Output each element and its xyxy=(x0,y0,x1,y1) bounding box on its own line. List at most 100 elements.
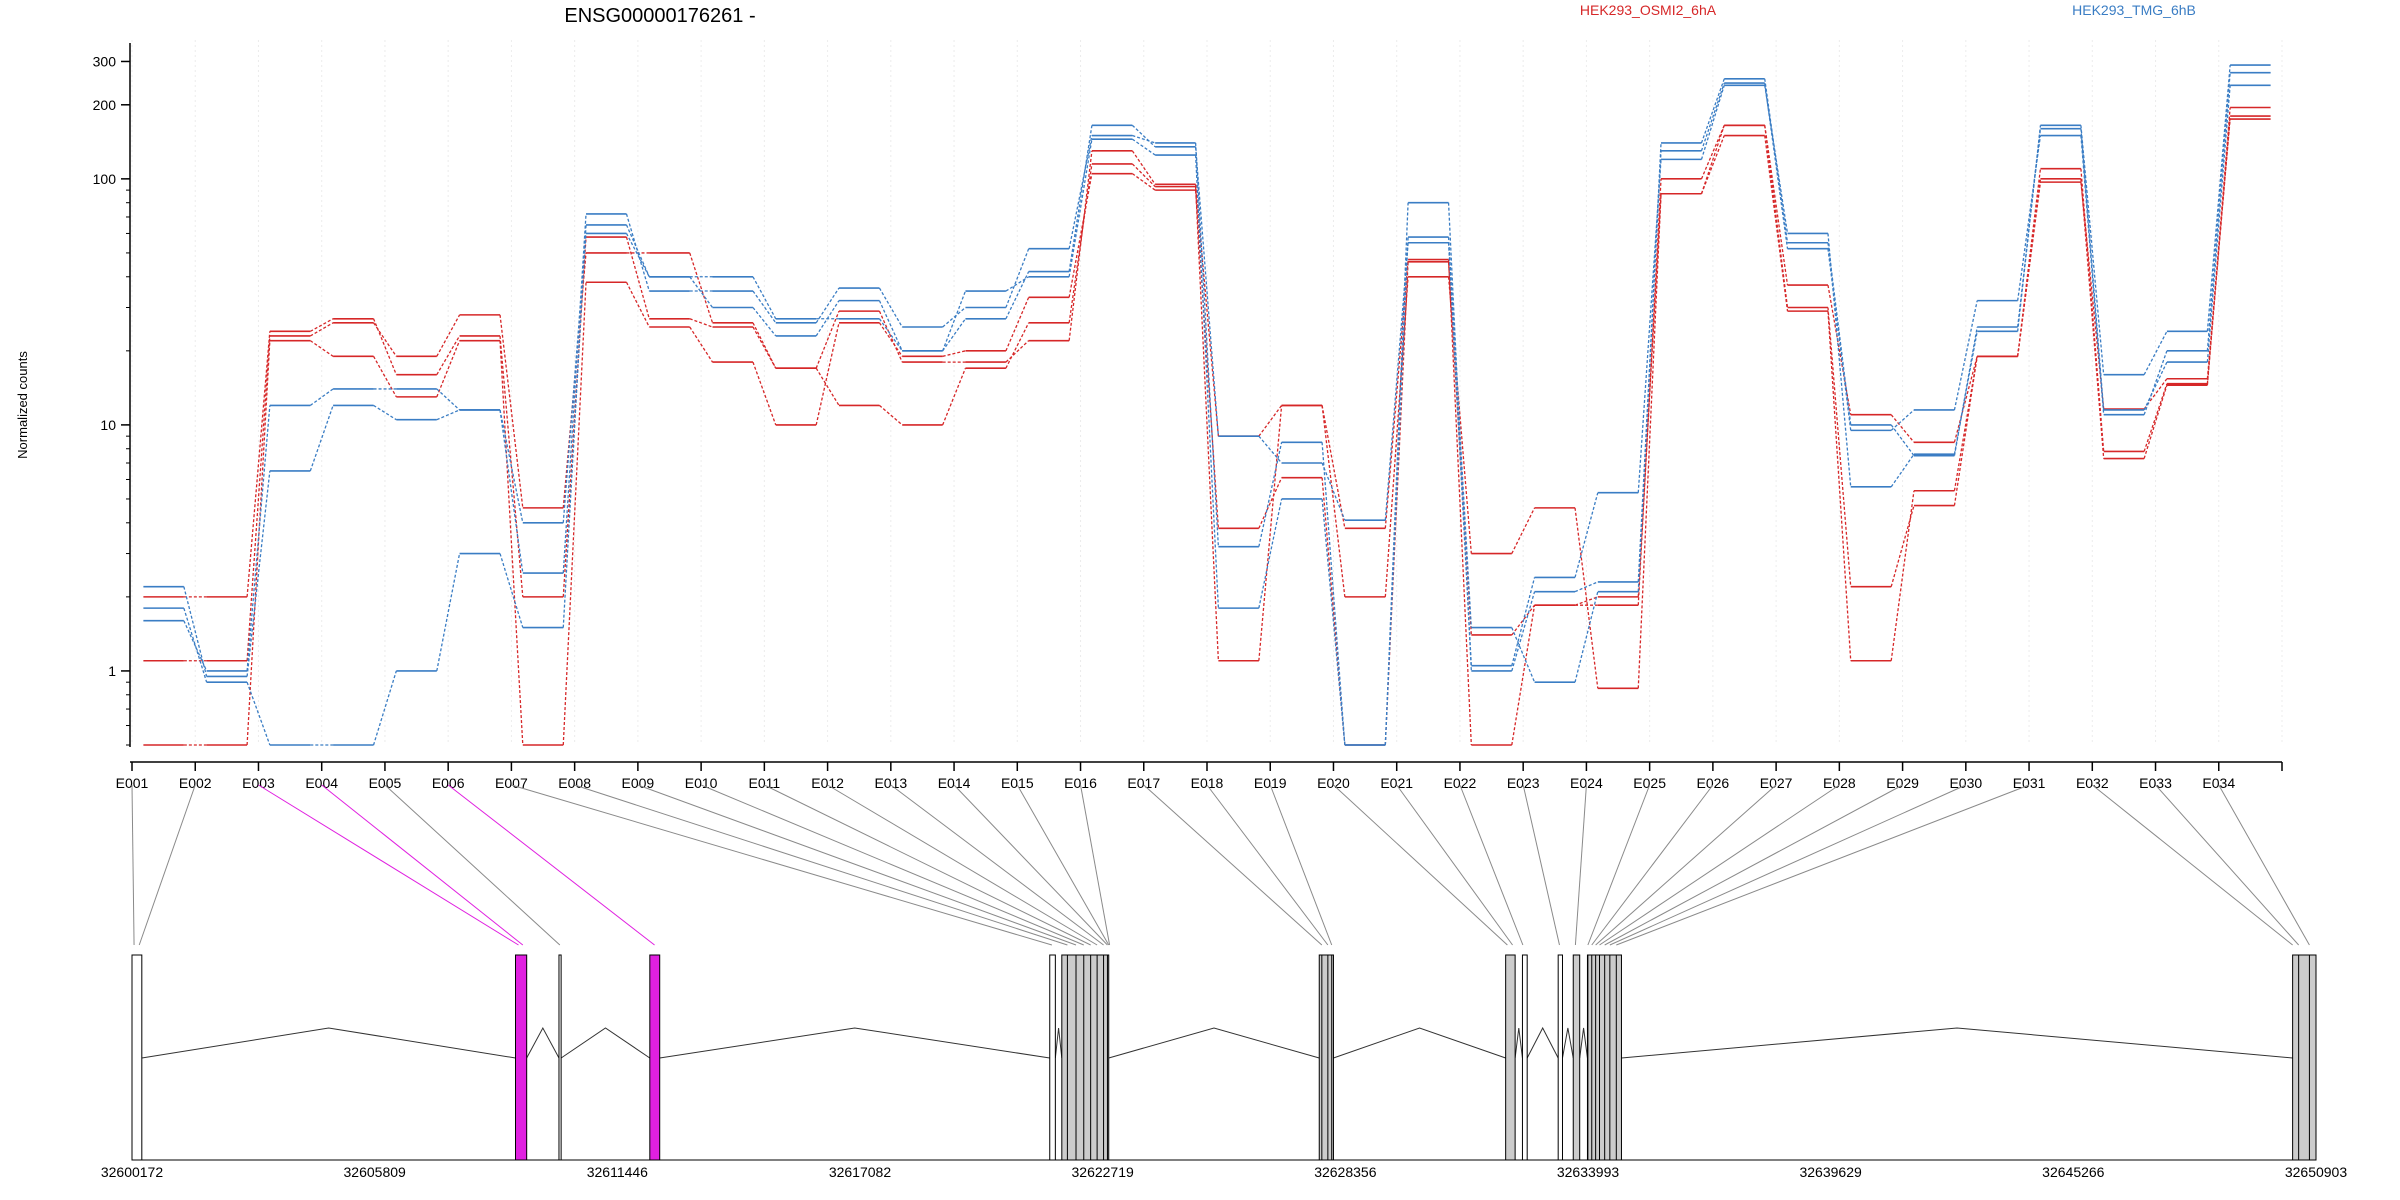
data-connector xyxy=(2017,135,2042,301)
data-connector xyxy=(2080,178,2105,459)
data-connector xyxy=(1890,414,1915,443)
connector-e021 xyxy=(1396,784,1513,946)
x-tick-label-e015: E015 xyxy=(1001,775,1034,791)
intron xyxy=(1561,1027,1574,1059)
data-connector xyxy=(752,326,777,369)
intron xyxy=(560,1027,651,1059)
genomic-coordinate-label: 32605809 xyxy=(344,1164,407,1180)
data-connector xyxy=(752,276,777,320)
connector-e012 xyxy=(827,784,1098,946)
connector-e018 xyxy=(1206,784,1329,946)
data-connector xyxy=(1953,326,1978,456)
intron xyxy=(1333,1027,1506,1059)
exon-connectors xyxy=(131,784,2310,946)
data-connector xyxy=(183,586,208,677)
x-tick-label-e024: E024 xyxy=(1570,775,1603,791)
data-connector xyxy=(1194,154,1220,609)
connector-e034 xyxy=(2218,784,2310,946)
data-connector xyxy=(942,367,967,426)
data-connector xyxy=(1132,134,1156,144)
data-connector xyxy=(878,300,903,352)
data-connector xyxy=(1953,356,1978,506)
data-connector xyxy=(436,340,461,398)
data-connector xyxy=(689,326,714,363)
genomic-coordinate-label: 32633993 xyxy=(1557,1164,1620,1180)
data-connector xyxy=(1005,248,1030,308)
data-connector xyxy=(1574,507,1599,689)
x-tick-label-e031: E031 xyxy=(2013,775,2046,791)
data-connector xyxy=(246,681,271,746)
connector-e031 xyxy=(1616,784,2030,946)
x-tick-label-e020: E020 xyxy=(1317,775,1350,791)
data-connector xyxy=(2080,125,2105,375)
series-5 xyxy=(143,78,2271,746)
data-connector xyxy=(2143,383,2168,452)
data-connector xyxy=(1321,498,1346,746)
data-connector xyxy=(815,310,840,369)
y-tick-label: 1 xyxy=(108,663,116,679)
series-6 xyxy=(143,71,2271,746)
connector-e024 xyxy=(1574,784,1587,946)
data-connector xyxy=(1005,271,1030,320)
data-connector xyxy=(2080,135,2105,415)
x-tick-label-e027: E027 xyxy=(1760,775,1793,791)
data-connector xyxy=(1258,405,1283,437)
connector-e023 xyxy=(1522,784,1560,946)
x-tick-label-e026: E026 xyxy=(1697,775,1730,791)
data-connector xyxy=(499,340,524,746)
genomic-coordinate-label: 32645266 xyxy=(2042,1164,2105,1180)
y-tick-label: 300 xyxy=(93,53,117,69)
data-connector xyxy=(1321,462,1346,521)
connector-e027 xyxy=(1595,784,1777,946)
data-connector xyxy=(689,318,713,328)
data-connector xyxy=(1194,190,1220,529)
connector-e001 xyxy=(131,784,135,946)
intron xyxy=(1054,1027,1063,1059)
data-connector xyxy=(752,290,777,324)
series-2 xyxy=(143,106,2271,746)
data-connector xyxy=(1637,150,1662,582)
data-connector xyxy=(1890,424,1915,457)
connector-e002 xyxy=(138,784,196,946)
data-connector xyxy=(436,314,461,357)
data-connector xyxy=(2017,182,2042,357)
x-tick-label-e022: E022 xyxy=(1444,775,1477,791)
data-connector xyxy=(625,281,650,328)
data-connector xyxy=(1384,202,1409,746)
x-tick-label-e017: E017 xyxy=(1127,775,1160,791)
x-tick-label-e033: E033 xyxy=(2139,775,2172,791)
intron xyxy=(1579,1027,1588,1059)
data-connector xyxy=(752,307,777,337)
data-connector xyxy=(1827,307,1852,587)
x-tick-label-e014: E014 xyxy=(938,775,971,791)
intron xyxy=(141,1027,516,1059)
data-connector xyxy=(815,367,840,406)
exon-box xyxy=(2292,954,2317,1161)
data-connector xyxy=(752,361,777,426)
data-connector xyxy=(815,322,840,426)
x-tick-label-e034: E034 xyxy=(2202,775,2235,791)
data-connector xyxy=(942,350,966,357)
connector-e019 xyxy=(1269,784,1333,946)
data-connector xyxy=(2143,350,2168,415)
connector-e029 xyxy=(1604,784,1903,946)
data-connector xyxy=(372,670,397,746)
intron xyxy=(1108,1027,1320,1059)
x-tick-label-e028: E028 xyxy=(1823,775,1856,791)
data-connector xyxy=(1574,591,1599,683)
data-connector xyxy=(2143,385,2168,459)
x-tick-label-e025: E025 xyxy=(1633,775,1666,791)
legend-entry-osmi: HEK293_OSMI2_6hA xyxy=(1580,2,1717,18)
genomic-coordinate-label: 32622719 xyxy=(1072,1164,1135,1180)
data-connector xyxy=(1005,276,1030,292)
connector-e015 xyxy=(1016,784,1110,946)
x-tick-label-e029: E029 xyxy=(1886,775,1919,791)
exon-box xyxy=(1557,954,1563,1161)
data-connector xyxy=(1005,322,1030,369)
data-connector xyxy=(689,276,714,308)
data-connector xyxy=(1890,505,1915,587)
exon-box xyxy=(1505,954,1516,1161)
connector-e017 xyxy=(1143,784,1323,946)
